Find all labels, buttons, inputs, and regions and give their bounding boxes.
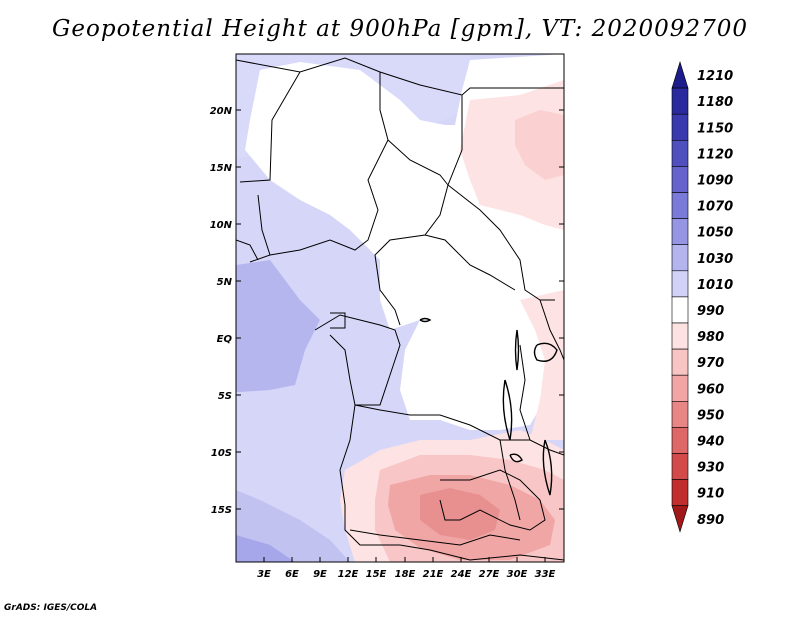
colorbar-swatch bbox=[671, 453, 689, 480]
lake-mai-ndombe bbox=[419, 317, 432, 323]
field-east-white bbox=[400, 300, 550, 430]
lon-label: 18E bbox=[395, 569, 416, 580]
lon-label: 33E bbox=[535, 569, 556, 580]
colorbar-swatch bbox=[671, 244, 689, 272]
lat-ticks bbox=[236, 109, 564, 510]
colorbar-swatch bbox=[671, 218, 689, 246]
colorbar-swatch bbox=[671, 400, 689, 428]
colorbar-swatch bbox=[671, 270, 689, 298]
lon-labels: 3E 6E 9E 12E 15E 18E 21E 24E 27E 30E 33E bbox=[257, 569, 555, 580]
field-ne-970 bbox=[515, 110, 564, 180]
chart-title: Geopotential Height at 900hPa [gpm], VT:… bbox=[52, 16, 748, 42]
colorbar-label: 980 bbox=[697, 330, 724, 345]
colorbar-swatch bbox=[671, 87, 689, 115]
colorbar-label: 1090 bbox=[697, 173, 733, 188]
lat-label: 20N bbox=[210, 106, 233, 117]
colorbar-label: 950 bbox=[697, 408, 724, 423]
field-east-980 bbox=[520, 290, 564, 440]
lon-label: 3E bbox=[257, 569, 271, 580]
colorbar-swatch bbox=[671, 479, 689, 507]
colorbar-label: 910 bbox=[697, 487, 724, 502]
lon-label: 15E bbox=[366, 569, 387, 580]
lat-label: 15S bbox=[211, 505, 232, 516]
colorbar-swatch bbox=[671, 427, 689, 454]
lon-label: 6E bbox=[285, 569, 299, 580]
lake-victoria bbox=[533, 342, 558, 362]
lat-label: 15N bbox=[210, 163, 233, 174]
colorbar-swatch bbox=[671, 348, 689, 376]
colorbar-label: 970 bbox=[697, 356, 724, 371]
lat-label: EQ bbox=[217, 334, 233, 345]
colorbar-swatch bbox=[671, 192, 689, 219]
colorbar-label: 930 bbox=[697, 461, 724, 476]
lon-label: 27E bbox=[479, 569, 500, 580]
map-frame bbox=[235, 53, 565, 563]
colorbar-label: 1150 bbox=[697, 121, 733, 136]
colorbar-label: 1010 bbox=[697, 278, 733, 293]
height-field bbox=[236, 54, 564, 562]
colorbar-swatch bbox=[671, 166, 689, 193]
lake-mweru bbox=[509, 453, 523, 463]
lat-label: 10N bbox=[210, 220, 233, 231]
colorbar-label: 1180 bbox=[697, 95, 733, 110]
colorbar-label: 940 bbox=[697, 434, 724, 449]
colorbar-swatch bbox=[671, 140, 689, 167]
colorbar-label: 1120 bbox=[697, 147, 733, 162]
lake-albert bbox=[514, 329, 520, 371]
colorbar-label: 990 bbox=[697, 304, 724, 319]
colorbar-label: 1210 bbox=[697, 69, 733, 84]
colorbar-swatch bbox=[671, 322, 689, 350]
colorbar-swatch bbox=[671, 113, 689, 141]
lon-label: 21E bbox=[423, 569, 444, 580]
lat-label: 5N bbox=[217, 277, 233, 288]
colorbar-swatch bbox=[671, 296, 689, 324]
colorbar-label: 1050 bbox=[697, 226, 733, 241]
lake-malawi bbox=[542, 439, 553, 496]
field-sw-1050 bbox=[236, 535, 295, 562]
lon-label: 24E bbox=[451, 569, 472, 580]
lat-label: 10S bbox=[211, 448, 232, 459]
colorbar-label: 890 bbox=[697, 513, 724, 528]
lon-ticks bbox=[263, 557, 546, 562]
lon-label: 30E bbox=[507, 569, 528, 580]
lon-label: 9E bbox=[313, 569, 327, 580]
lake-tanganyika bbox=[502, 379, 513, 441]
colorbar-label: 1070 bbox=[697, 200, 733, 215]
colorbar-swatch bbox=[671, 374, 689, 402]
country-boundaries bbox=[236, 57, 564, 561]
footer-credit: GrADS: IGES/COLA bbox=[4, 603, 98, 613]
lat-labels: 20N 15N 10N 5N EQ 5S 10S 15S bbox=[210, 106, 233, 516]
colorbar-swatch bbox=[671, 60, 689, 89]
colorbar-label: 960 bbox=[697, 382, 724, 397]
colorbar-swatch bbox=[671, 505, 689, 533]
lat-label: 5S bbox=[218, 391, 232, 402]
lakes bbox=[419, 317, 558, 496]
field-west-1030 bbox=[236, 260, 320, 392]
colorbar: 1210 1180 1150 1120 1090 1070 1050 1030 1010 990 9… bbox=[671, 60, 733, 533]
lon-label: 12E bbox=[338, 569, 359, 580]
colorbar-label: 1030 bbox=[697, 252, 733, 267]
